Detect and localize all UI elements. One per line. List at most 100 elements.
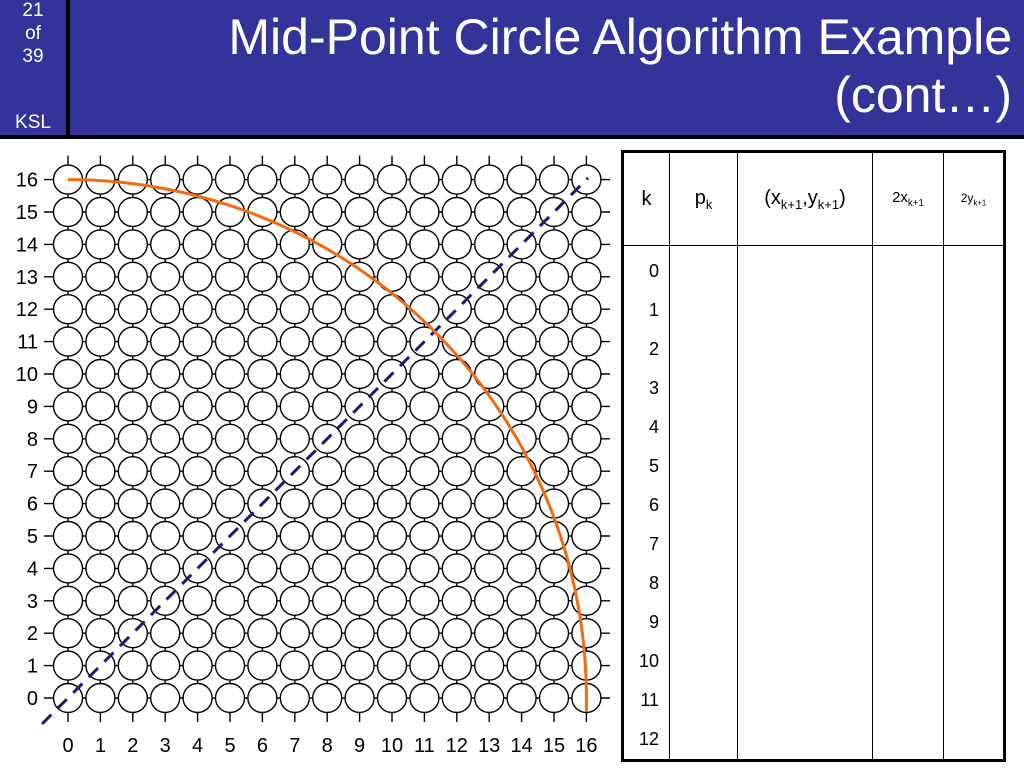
- pixel-circle: [279, 553, 310, 584]
- pixel-circle: [85, 229, 116, 260]
- pixel-circle: [182, 391, 213, 422]
- pixel-circle: [149, 488, 181, 519]
- pixel-circle: [506, 391, 537, 422]
- header-divider: [0, 135, 1024, 139]
- pixel-circle: [85, 196, 116, 228]
- pixel-circle: [376, 261, 408, 293]
- pixel-circle: [117, 520, 149, 552]
- pixel-circle: [85, 456, 116, 487]
- pixel-circle: [376, 553, 408, 584]
- empty-cell: [872, 330, 944, 369]
- pixel-circle: [474, 682, 505, 714]
- k-value: 8: [648, 573, 659, 593]
- pixel-circle: [117, 229, 149, 260]
- pixel-circle: [571, 423, 602, 454]
- page-total: 39: [22, 45, 44, 67]
- pixel-circle: [376, 456, 408, 487]
- table-row: 12: [623, 720, 1005, 761]
- pixel-circle: [506, 358, 537, 390]
- y-axis-label: 2: [27, 623, 38, 645]
- table-row: 1: [623, 291, 1005, 330]
- pixel-circle: [279, 229, 310, 260]
- pixel-circle: [214, 229, 246, 260]
- pixel-circle: [247, 164, 278, 195]
- pixel-circle: [149, 650, 181, 681]
- pixel-circle: [376, 164, 408, 195]
- pixel-circle: [149, 293, 181, 325]
- pixel-circle: [538, 553, 570, 584]
- table-row: 4: [623, 408, 1005, 447]
- pixel-circle: [441, 456, 472, 487]
- pixel-circle: [117, 358, 149, 390]
- empty-cell: [872, 564, 944, 603]
- pixel-circle: [506, 585, 537, 616]
- slide-title-line-2: (cont…): [834, 67, 1012, 123]
- pixel-circle: [506, 196, 537, 228]
- diagonal-dashed-line: [41, 176, 590, 725]
- pixel-grid-diagram: 0 1 2 3 4 5 6 7 8 9 10 11 12 13 14 15 16 0 1 2 3 4 5 6 7 8 9 10 11 12…: [0, 148, 610, 768]
- pixel-circle: [149, 196, 181, 228]
- pixel-circle: [474, 456, 505, 487]
- pixel-circle: [409, 585, 440, 616]
- pixel-circle: [52, 326, 84, 357]
- pixel-circle: [376, 585, 408, 616]
- pixel-circle: [538, 261, 570, 293]
- pixel-circle: [85, 293, 116, 325]
- empty-cell: [669, 525, 738, 564]
- pixel-circle: [441, 391, 472, 422]
- pixel-circle: [344, 423, 375, 454]
- pixel-circle: [441, 650, 472, 681]
- pixel-circle: [52, 261, 84, 293]
- k-value: 3: [648, 378, 659, 398]
- empty-cell: [943, 603, 1005, 642]
- k-value: 0: [648, 261, 659, 281]
- pixel-circle: [506, 650, 537, 681]
- k-value: 11: [640, 690, 659, 710]
- pixel-circle: [214, 456, 246, 487]
- empty-cell: [669, 447, 738, 486]
- pixel-circle: [409, 358, 440, 390]
- pixel-circle: [571, 229, 602, 260]
- table-header-row: k pk (xk+1,yk+1) 2xk+1 2yk+1: [622, 151, 1005, 246]
- x-axis-label: 14: [510, 735, 532, 757]
- empty-cell: [737, 603, 873, 642]
- pixel-circle: [409, 423, 440, 454]
- pixel-circle: [538, 585, 570, 616]
- pixel-circle: [117, 326, 149, 357]
- pixel-circle: [312, 585, 343, 616]
- pixel-circle: [376, 229, 408, 260]
- pixel-circle: [474, 650, 505, 681]
- pixel-circle: [247, 229, 278, 260]
- pixel-circle: [85, 391, 116, 422]
- pixel-circle: [312, 553, 343, 584]
- pixel-circle: [312, 326, 343, 357]
- pixel-circle: [376, 423, 408, 454]
- pixel-circle: [312, 456, 343, 487]
- pixel-circle: [85, 553, 116, 584]
- x-axis-label: 8: [322, 735, 333, 757]
- pixel-circle: [52, 358, 84, 390]
- slide-title: Mid-Point Circle Algorithm Example (cont…: [112, 8, 1012, 124]
- pixel-circle: [182, 196, 213, 228]
- pixel-circle: [214, 585, 246, 616]
- pixel-circle: [182, 650, 213, 681]
- empty-cell: [737, 681, 873, 720]
- y-axis-label: 10: [16, 364, 38, 386]
- x-axis-label: 6: [257, 735, 268, 757]
- empty-cell: [737, 564, 873, 603]
- pixel-circle: [538, 618, 570, 649]
- y-axis-label: 5: [27, 526, 38, 548]
- pixel-circle: [571, 293, 602, 325]
- pixel-circle: [247, 682, 278, 714]
- pixel-circle: [117, 585, 149, 616]
- pixel-circle: [182, 682, 213, 714]
- pixel-circle: [344, 261, 375, 293]
- pixel-circle: [214, 488, 246, 519]
- pixel-circle: [149, 520, 181, 552]
- pixel-circle: [52, 456, 84, 487]
- x-axis-label: 15: [543, 735, 565, 757]
- pixel-circle: [409, 682, 440, 714]
- pixel-circle: [474, 293, 505, 325]
- pixel-circle: [85, 358, 116, 390]
